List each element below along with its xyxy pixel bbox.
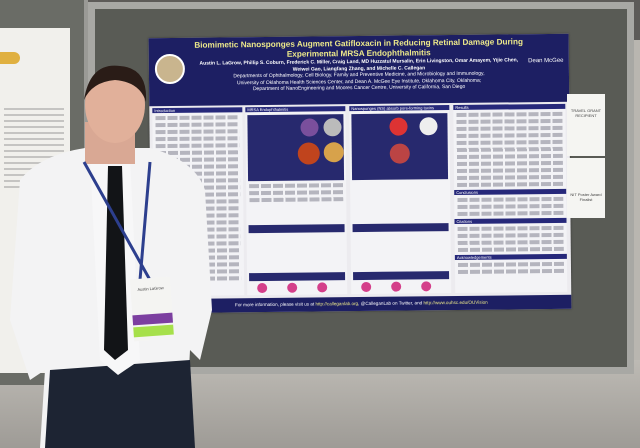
badge-text: NIT Poster Award Finalist xyxy=(570,192,602,202)
award-finalist-badge: NIT Poster Award Finalist xyxy=(567,158,605,218)
section-acknowledgements: Acknowledgements xyxy=(454,253,567,261)
badge-text: TRAVEL GRANT RECIPIENT xyxy=(570,108,602,118)
conference-name-badge: Austin LaGrow xyxy=(129,276,175,342)
poster-column-2: MRSA Endophthalmitis xyxy=(245,106,348,296)
section-mrsa-endophthalmitis: MRSA Endophthalmitis xyxy=(245,106,346,113)
section-citations: Citations xyxy=(454,217,567,225)
dean-mcgee-logo: Dean McGee xyxy=(528,57,564,65)
poster-title: Biomimetic Nanosponges Augment Gatifloxa… xyxy=(194,37,523,59)
travel-grant-badge: TRAVEL GRANT RECIPIENT xyxy=(567,94,605,156)
footer-link-ouvision: http://www.ouhsc.edu/OUVision xyxy=(423,299,488,306)
poster-column-4: Results Conclusions Citations Acknowledg… xyxy=(453,103,568,294)
section-results: Results xyxy=(453,103,566,111)
footer-twitter: @CalleganLab on Twitter, and xyxy=(360,300,423,307)
footer-text: For more information, please visit us at xyxy=(234,301,315,308)
section-conclusions: Conclusions xyxy=(454,188,567,196)
section-nanosponges: Nanosponges (NS) absorb pore-forming tox… xyxy=(349,105,450,112)
poster-column-3: Nanosponges (NS) absorb pore-forming tox… xyxy=(349,105,452,295)
person xyxy=(10,65,212,448)
badge-name: Austin LaGrow xyxy=(137,285,164,292)
footer-link-lab: http://calleganlab.org xyxy=(315,301,359,307)
